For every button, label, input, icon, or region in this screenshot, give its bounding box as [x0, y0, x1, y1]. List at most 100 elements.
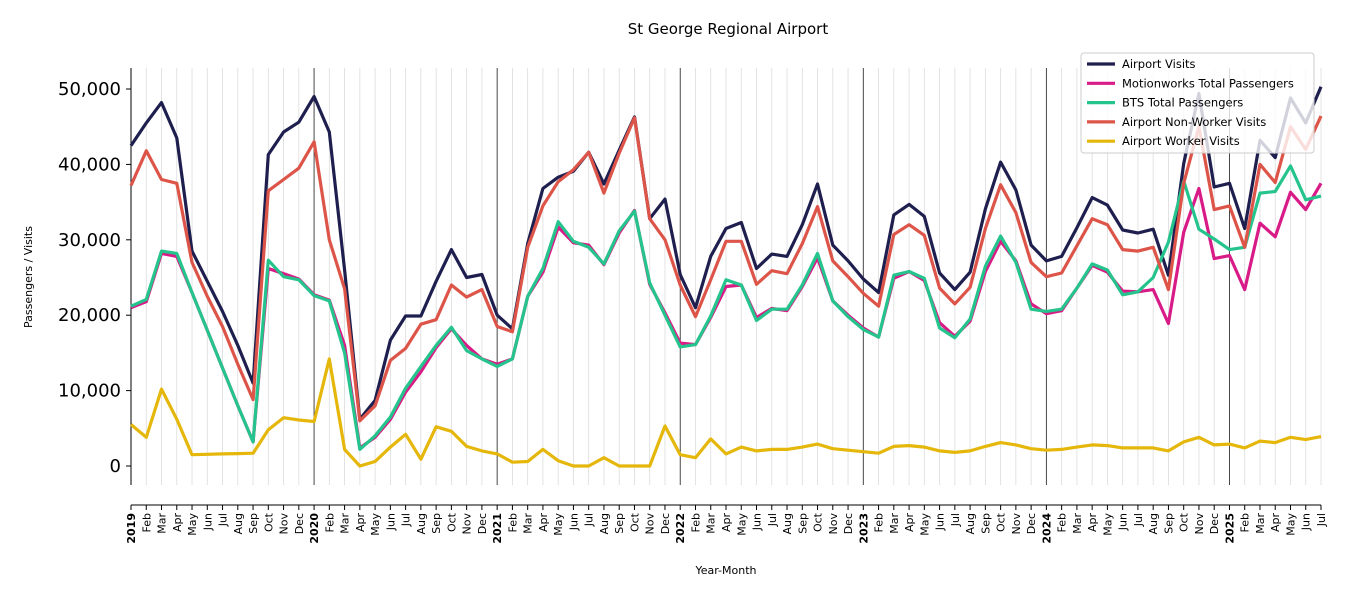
x-tick-label-month: Jul	[766, 513, 779, 527]
series-line-bts-total-passengers	[130, 164, 1322, 451]
x-tick-label-year: 2019	[125, 513, 138, 544]
legend-label: Airport Worker Visits	[1122, 134, 1240, 148]
x-tick-label-month: Mar	[705, 513, 718, 534]
x-tick-label-month: Jul	[400, 513, 413, 527]
x-tick-label-month: Jun	[567, 513, 580, 531]
x-tick-label-month: Aug	[1147, 513, 1160, 534]
x-tick-label-year: 2021	[491, 513, 504, 544]
legend-label: Motionworks Total Passengers	[1122, 76, 1294, 90]
chart-title: St George Regional Airport	[628, 20, 829, 38]
x-tick-label-month: Sep	[1162, 513, 1175, 534]
x-tick-label-month: May	[186, 513, 199, 536]
legend-box	[1080, 52, 1315, 154]
gridlines	[145, 68, 1322, 485]
y-tick-label: 40,000	[58, 154, 121, 175]
x-tick-label-month: Jul	[1132, 513, 1145, 527]
x-tick-label-month: Dec	[659, 513, 672, 534]
x-tick-label-year: 2025	[1223, 513, 1236, 544]
x-tick-label-month: Jul	[1315, 513, 1328, 527]
x-tick-label-month: Apr	[720, 513, 733, 533]
x-tick-label-month: May	[1284, 513, 1297, 536]
x-tick-label-year: 2023	[857, 513, 870, 544]
y-axis-label: Passengers / Visits	[22, 226, 35, 328]
x-tick-label-month: Oct	[812, 512, 825, 532]
x-tick-label-month: Jul	[217, 513, 230, 527]
x-tick-label-month: Oct	[628, 512, 641, 532]
x-tick-label-month: Oct	[1178, 512, 1191, 532]
y-tick-label: 10,000	[58, 381, 121, 402]
x-tick-label-month: Oct	[445, 512, 458, 532]
x-tick-label-month: Dec	[1025, 513, 1038, 534]
x-tick-label-month: Mar	[339, 513, 352, 534]
x-tick-label-month: Aug	[598, 513, 611, 534]
x-tick-label-month: Nov	[827, 513, 840, 535]
x-tick-label-month: Oct	[262, 512, 275, 532]
x-tick-label-month: Jun	[751, 513, 764, 531]
series-line-airport-visits	[129, 86, 1323, 421]
y-tick-label: 30,000	[58, 230, 121, 251]
x-tick-label-month: Dec	[1208, 513, 1221, 534]
x-tick-label-month: Mar	[1254, 513, 1267, 534]
x-tick-label-month: Feb	[323, 513, 336, 532]
x-tick-label-month: Mar	[888, 513, 901, 534]
x-tick-label-month: Aug	[415, 513, 428, 534]
x-tick-label-month: Feb	[1056, 513, 1069, 532]
y-tick-label: 0	[110, 456, 121, 477]
x-tick-label-month: Dec	[842, 513, 855, 534]
x-tick-label-month: Jun	[201, 513, 214, 531]
x-tick-label-month: Mar	[1071, 513, 1084, 534]
series-line-airport-non-worker-visits	[129, 115, 1323, 423]
x-tick-label-month: May	[735, 513, 748, 536]
x-tick-label-month: Jun	[1117, 513, 1130, 531]
x-tick-label-month: Sep	[979, 513, 992, 534]
x-tick-label-month: Apr	[171, 513, 184, 533]
x-tick-label-month: Dec	[293, 513, 306, 534]
x-tick-label-month: Nov	[644, 513, 657, 535]
x-tick-label-month: Apr	[1269, 513, 1282, 533]
x-tick-label-month: Dec	[476, 513, 489, 534]
x-tick-label-month: Nov	[1010, 513, 1023, 535]
legend-label: Airport Visits	[1122, 57, 1196, 71]
x-tick-label-month: Aug	[232, 513, 245, 534]
x-axis-label: Year-Month	[694, 564, 756, 577]
x-tick-label-month: Aug	[781, 513, 794, 534]
x-tick-label-month: Sep	[796, 513, 809, 534]
x-tick-label-month: May	[369, 513, 382, 536]
x-tick-label-month: Mar	[522, 513, 535, 534]
x-tick-label-month: Apr	[537, 513, 550, 533]
x-tick-label-year: 2020	[308, 513, 321, 544]
x-tick-label-month: Jun	[934, 513, 947, 531]
legend: Airport Visits Motionworks Total Passenge…	[1080, 52, 1315, 154]
series-line-airport-worker-visits	[129, 357, 1322, 468]
x-tick-label-month: Sep	[430, 513, 443, 534]
x-tick-label-year: 2022	[674, 513, 687, 544]
x-tick-label-month: Oct	[995, 512, 1008, 532]
x-tick-label-month: Nov	[461, 513, 474, 535]
x-tick-label-month: Feb	[689, 513, 702, 532]
y-tick-label: 50,000	[58, 79, 121, 100]
y-tick-label: 20,000	[58, 305, 121, 326]
x-tick-label-month: Apr	[354, 513, 367, 533]
x-tick-label-month: Sep	[613, 513, 626, 534]
x-tick-label-month: Jul	[949, 513, 962, 527]
x-tick-label-month: May	[552, 513, 565, 536]
x-tick-label-month: Jun	[1300, 513, 1313, 531]
x-tick-label-month: Apr	[903, 513, 916, 533]
legend-label: BTS Total Passengers	[1122, 96, 1243, 110]
legend-label: Airport Non-Worker Visits	[1122, 115, 1266, 129]
x-tick-label-month: Feb	[506, 513, 519, 532]
x-tick-label-month: Feb	[140, 513, 153, 532]
x-tick-label-month: Sep	[247, 513, 260, 534]
x-tick-label-month: Mar	[156, 513, 169, 534]
x-tick-label-month: Nov	[1193, 513, 1206, 535]
x-tick-label-year: 2024	[1040, 513, 1053, 544]
x-tick-label-month: Feb	[1239, 513, 1252, 532]
x-tick-label-month: Jul	[583, 513, 596, 527]
x-tick-label-month: Jun	[384, 513, 397, 531]
x-tick-label-month: May	[1101, 513, 1114, 536]
x-tick-label-month: Feb	[873, 513, 886, 532]
x-tick-label-month: Aug	[964, 513, 977, 534]
x-tick-label-month: Nov	[278, 513, 291, 535]
